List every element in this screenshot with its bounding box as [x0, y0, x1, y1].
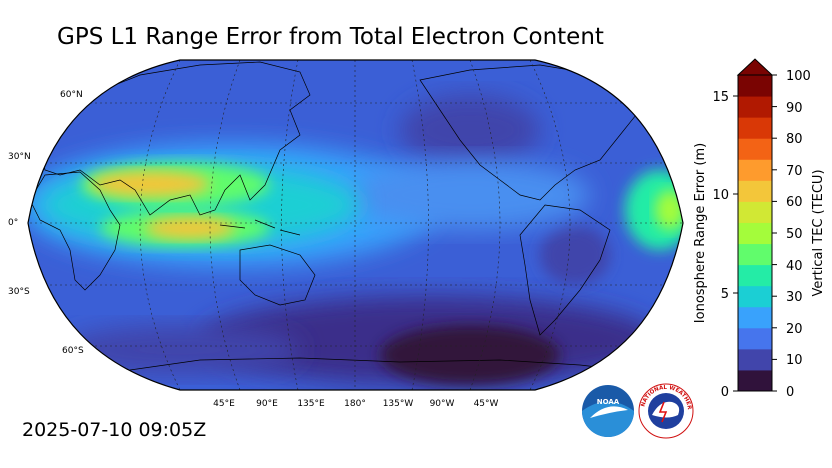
- colorbar-segments: [738, 75, 772, 392]
- colorbar-segment: [738, 264, 772, 287]
- lon-label-135w: 135°W: [383, 399, 414, 409]
- colorbar-segment: [738, 75, 772, 97]
- left-tick-5: 5: [721, 287, 729, 302]
- right-tick-0: 0: [786, 385, 794, 400]
- right-tick-60: 60: [786, 195, 803, 210]
- right-tick-30: 30: [786, 290, 803, 305]
- noaa-logo: NOAA: [582, 385, 634, 437]
- longitude-labels: 45°E 90°E 135°E 180° 135°W 90°W 45°W: [213, 399, 498, 409]
- left-axis-label: Ionosphere Range Error (m): [693, 143, 708, 323]
- colorbar-segment: [738, 243, 772, 266]
- lat-label-30n: 30°N: [8, 152, 31, 162]
- lat-label-30s: 30°S: [8, 287, 30, 297]
- timestamp: 2025-07-10 09:05Z: [22, 419, 207, 441]
- left-ticks: 0 5 10 15: [712, 90, 738, 400]
- right-tick-90: 90: [786, 101, 803, 116]
- graticule: [28, 60, 683, 390]
- lat-label-60n: 60°N: [60, 90, 83, 100]
- colorbar-segment: [738, 180, 772, 202]
- colorbar: 0 5 10 15 0 10 20 30 40 50 60 70 80: [693, 58, 826, 400]
- colorbar-segment: [738, 201, 772, 223]
- left-tick-15: 15: [712, 90, 729, 105]
- lat-label-0: 0°: [8, 218, 18, 228]
- colorbar-segment: [738, 222, 772, 245]
- colorbar-segment: [738, 348, 772, 371]
- right-tick-50: 50: [786, 227, 803, 242]
- colorbar-extend-arrow: [736, 58, 774, 76]
- right-tick-20: 20: [786, 322, 803, 337]
- map-title: GPS L1 Range Error from Total Electron C…: [57, 24, 604, 50]
- lon-label-135e: 135°E: [297, 399, 325, 409]
- right-ticks: 0 10 20 30 40 50 60 70 80 90 100: [772, 69, 811, 400]
- lon-label-45w: 45°W: [474, 399, 499, 409]
- colorbar-segment: [738, 138, 772, 160]
- lon-label-90e: 90°E: [256, 399, 278, 409]
- latitude-labels: 60°N 30°N 0° 30°S 60°S: [8, 90, 84, 356]
- right-axis-label: Vertical TEC (TECU): [811, 169, 826, 296]
- lon-label-180: 180°: [344, 399, 366, 409]
- left-tick-0: 0: [721, 385, 729, 400]
- colorbar-segment: [738, 327, 772, 350]
- right-tick-100: 100: [786, 69, 811, 84]
- lon-label-90w: 90°W: [430, 399, 455, 409]
- left-tick-10: 10: [712, 188, 729, 203]
- tec-field: [28, 60, 683, 390]
- coastlines: [29, 61, 661, 373]
- noaa-logo-text: NOAA: [597, 398, 620, 406]
- right-tick-10: 10: [786, 353, 803, 368]
- colorbar-segment: [738, 117, 772, 139]
- colorbar-segment: [738, 285, 772, 308]
- right-tick-80: 80: [786, 132, 803, 147]
- colorbar-segment: [738, 306, 772, 329]
- right-tick-70: 70: [786, 164, 803, 179]
- lat-label-60s: 60°S: [62, 346, 84, 356]
- colorbar-segment: [738, 96, 772, 118]
- colorbar-segment: [738, 369, 772, 392]
- right-tick-40: 40: [786, 259, 803, 274]
- colorbar-segment: [738, 159, 772, 181]
- lon-label-45e: 45°E: [213, 399, 235, 409]
